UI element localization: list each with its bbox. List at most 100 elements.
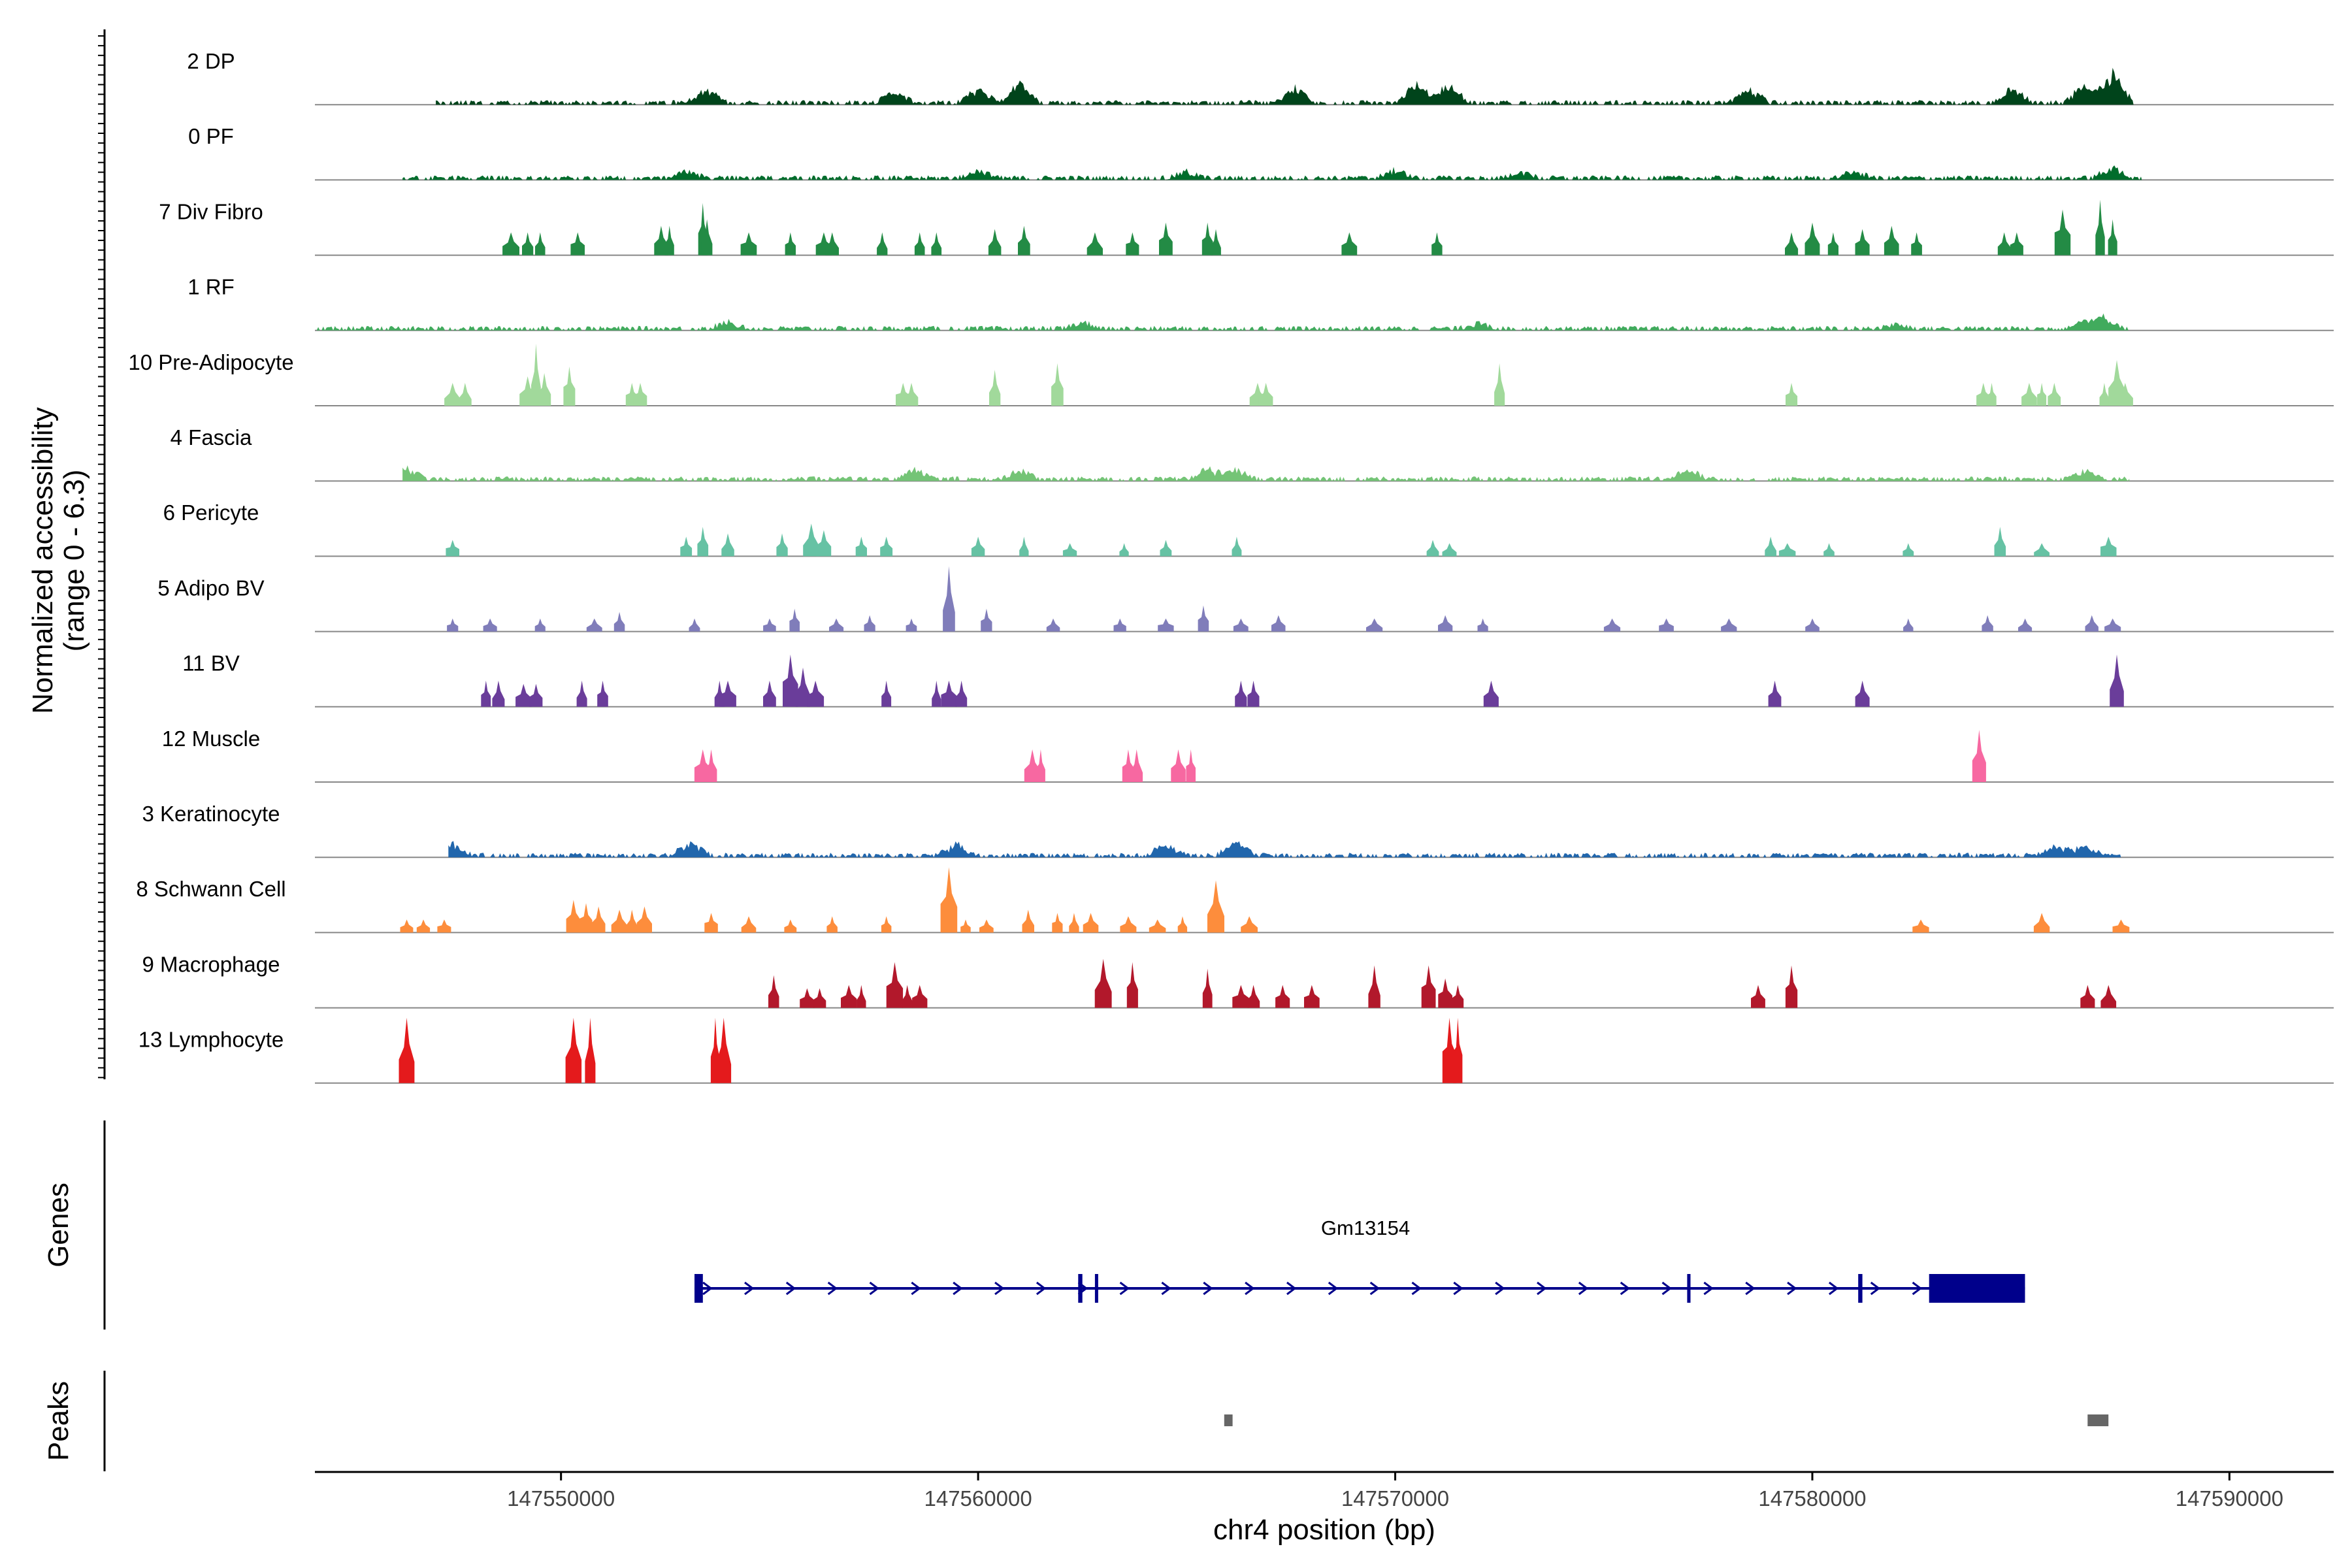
coverage-peak: [763, 680, 776, 707]
track-1-rf: 1 RF: [188, 275, 2334, 331]
gene-model: [694, 1274, 2025, 1303]
coverage-peak: [2018, 618, 2033, 632]
coverage-peak: [1421, 965, 1436, 1008]
coverage-y-label-line2: (range 0 - 6.3): [58, 470, 90, 652]
strand-arrow: [1453, 1281, 1463, 1296]
coverage-peak: [2108, 219, 2117, 255]
coverage-peak: [1483, 680, 1499, 707]
coverage-peak: [701, 219, 713, 255]
coverage-peak: [654, 225, 668, 255]
coverage-peak: [914, 232, 925, 255]
strand-arrow: [1286, 1281, 1297, 1296]
coverage-y-ticks: [98, 35, 105, 1079]
strand-arrow: [1245, 1281, 1255, 1296]
coverage-peak: [2100, 985, 2117, 1008]
gene-exon: [1687, 1274, 1691, 1303]
strand-arrow: [1495, 1281, 1505, 1296]
strand-arrow: [1328, 1281, 1339, 1296]
coverage-peak: [437, 919, 451, 933]
coverage-peak: [2010, 232, 2023, 255]
coverage-peak: [881, 916, 892, 933]
coverage-peak: [857, 985, 866, 1008]
coverage-peak: [825, 232, 839, 255]
coverage-peak: [1113, 618, 1126, 632]
coverage-peak: [1083, 913, 1099, 933]
coverage-peak: [1884, 225, 1899, 255]
strand-arrow: [1828, 1281, 1839, 1296]
coverage-peak: [719, 680, 736, 707]
coverage-peak: [940, 867, 958, 933]
coverage-peak: [789, 608, 800, 632]
strand-arrow: [1161, 1281, 1171, 1296]
coverage-peak: [785, 232, 796, 255]
coverage-area: [402, 165, 2142, 180]
coverage-peak: [1247, 985, 1260, 1008]
coverage-peak: [803, 523, 820, 557]
coverage-peak: [1912, 919, 1929, 933]
coverage-peak: [1126, 232, 1139, 255]
coverage-peak: [697, 527, 709, 557]
coverage-peak: [563, 367, 576, 406]
coverage-peak: [741, 916, 757, 933]
coverage-peak: [705, 749, 717, 782]
coverage-peak: [2021, 383, 2037, 406]
coverage-peak: [1805, 222, 1820, 255]
coverage-peak: [931, 232, 942, 255]
coverage-peak: [1069, 913, 1079, 933]
gene-exon: [1929, 1274, 2025, 1303]
coverage-peak: [816, 530, 832, 557]
coverage-peak: [2034, 543, 2050, 557]
coverage-peak: [1019, 536, 1029, 557]
coverage-peak: [826, 916, 838, 933]
track-label: 10 Pre-Adipocyte: [128, 350, 293, 374]
strand-arrow: [1578, 1281, 1589, 1296]
coverage-peak: [580, 903, 593, 933]
coverage-peak: [1982, 615, 1993, 632]
coverage-peak: [1903, 543, 1914, 557]
gene-exon: [1078, 1274, 1083, 1303]
coverage-peak: [416, 919, 431, 933]
coverage-peak: [1778, 543, 1796, 557]
track-label: 5 Adipo BV: [157, 576, 264, 600]
x-axis: 147550000 147560000 147570000 147580000 1475…: [315, 1471, 2334, 1546]
coverage-peak: [613, 612, 625, 632]
coverage-peak: [2048, 383, 2061, 406]
strand-arrow: [1036, 1281, 1047, 1296]
coverage-peak: [784, 919, 797, 933]
track-5-adipo-bv: 5 Adipo BV: [157, 566, 2334, 632]
track-11-bv: 11 BV: [182, 651, 2334, 708]
strand-arrow: [953, 1281, 963, 1296]
coverage-peak: [796, 667, 810, 707]
coverage-peak: [515, 683, 532, 707]
coverage-y-axis: [98, 29, 106, 1079]
coverage-peak: [2100, 536, 2117, 557]
coverage-peak: [531, 344, 541, 406]
track-13-lymphocyte: 13 Lymphocyte: [139, 1017, 2334, 1084]
track-label: 12 Muscle: [162, 727, 260, 751]
coverage-peak: [597, 680, 608, 707]
coverage-peak: [1438, 615, 1453, 632]
track-0-pf: 0 PF: [188, 124, 2334, 181]
coverage-peak: [941, 680, 957, 707]
coverage-peak: [680, 536, 693, 557]
coverage-peak: [1911, 232, 1922, 255]
coverage-peak: [1453, 1017, 1463, 1083]
coverage-peak: [971, 536, 985, 557]
track-label: 1 RF: [188, 275, 235, 299]
coverage-peak: [1768, 680, 1782, 707]
coverage-peak: [721, 533, 734, 557]
track-2-dp: 2 DP: [187, 49, 2334, 106]
coverage-area: [315, 313, 2130, 331]
coverage-peak: [1785, 965, 1798, 1008]
coverage-peak: [877, 232, 888, 255]
coverage-peak: [664, 225, 674, 255]
coverage-peak: [447, 618, 459, 632]
coverage-peak: [576, 680, 587, 707]
coverage-peak: [1051, 363, 1064, 406]
track-label: 13 Lymphocyte: [139, 1028, 284, 1052]
coverage-peak: [902, 985, 913, 1008]
track-label: 7 Div Fibro: [159, 199, 263, 223]
coverage-peak: [1304, 985, 1320, 1008]
coverage-peak: [1241, 916, 1258, 933]
coverage-peak: [1160, 540, 1172, 557]
